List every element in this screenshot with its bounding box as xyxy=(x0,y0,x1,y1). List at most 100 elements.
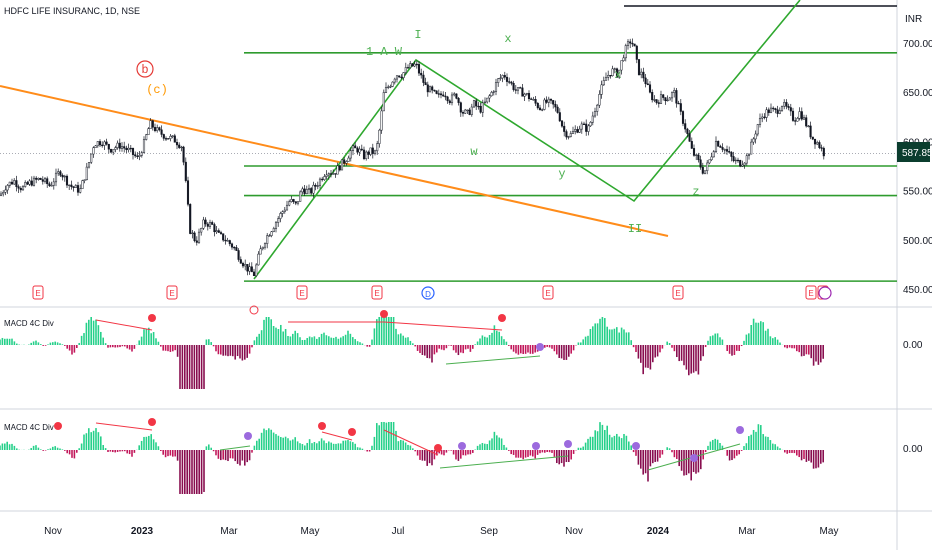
macd-pane-1-title: MACD 4C Div xyxy=(4,319,54,328)
candle-body xyxy=(235,247,238,251)
candle-body xyxy=(459,102,462,113)
candle-body xyxy=(626,41,630,46)
candle-body xyxy=(323,176,326,180)
x-tick-label-4: Jul xyxy=(392,526,405,537)
orange-trendline xyxy=(0,85,669,237)
candle-body xyxy=(354,145,357,149)
candle-body xyxy=(266,235,269,244)
candle-body xyxy=(241,263,245,267)
candle-body xyxy=(488,95,491,99)
candle-body xyxy=(816,142,819,145)
candle-body xyxy=(57,171,60,174)
candle-body xyxy=(50,185,53,187)
candle-body xyxy=(552,100,555,105)
candle-body xyxy=(109,148,113,153)
candle-body xyxy=(219,232,223,234)
wave-circle-0 xyxy=(136,60,154,78)
candle-body xyxy=(13,180,16,185)
candle-body xyxy=(151,120,154,128)
candle-body xyxy=(435,90,438,94)
y-tick-label-1: 650.00 xyxy=(903,88,932,99)
candle-body xyxy=(818,142,821,148)
candle-body xyxy=(114,147,117,150)
macd2-divergence-line xyxy=(95,422,153,431)
candle-body xyxy=(783,102,786,107)
candle-body xyxy=(752,138,755,143)
candle-body xyxy=(147,128,150,136)
low-marker xyxy=(249,305,259,315)
wave-label-7: y xyxy=(558,167,565,181)
candle-body xyxy=(85,166,88,180)
candle-body xyxy=(367,151,370,155)
candle-body xyxy=(325,174,328,177)
candle-body xyxy=(294,201,297,204)
candle-body xyxy=(697,154,700,161)
candle-body xyxy=(717,140,720,147)
candle-body xyxy=(679,103,682,112)
candle-body xyxy=(701,166,704,174)
earnings-marker-letter: E xyxy=(808,289,813,298)
candle-body xyxy=(747,153,751,156)
candle-body xyxy=(637,59,641,76)
candle-body xyxy=(257,253,260,266)
candle-body xyxy=(387,86,390,88)
candle-body xyxy=(609,74,612,77)
candle-body xyxy=(347,157,350,162)
candle-body xyxy=(197,231,201,243)
candle-body xyxy=(604,77,608,81)
candle-body xyxy=(270,231,273,236)
candle-body xyxy=(611,68,614,76)
candle-body xyxy=(48,183,51,186)
candle-body xyxy=(499,77,502,80)
candle-body xyxy=(813,138,817,145)
candle-body xyxy=(587,125,590,132)
macd-pane-1-zero: 0.00 xyxy=(903,340,923,351)
x-tick-label-9: May xyxy=(820,526,839,537)
candle-body xyxy=(32,177,36,186)
earnings-marker xyxy=(296,285,308,300)
candle-body xyxy=(479,106,482,113)
candle-body xyxy=(261,246,264,250)
candle-body xyxy=(659,94,663,104)
candle-body xyxy=(222,233,225,241)
candle-body xyxy=(543,99,546,110)
candle-body xyxy=(811,136,814,140)
y-tick-label-0: 700.00 xyxy=(903,39,932,50)
candle-body xyxy=(37,177,40,180)
candle-body xyxy=(719,146,722,148)
candle-body xyxy=(785,102,788,107)
candle-body xyxy=(340,159,344,171)
earnings-marker-letter: E xyxy=(35,289,40,298)
candle-body xyxy=(356,147,359,153)
candle-body xyxy=(593,111,597,117)
candle-body xyxy=(710,156,713,161)
wave-label-0: b xyxy=(141,63,148,77)
candle-body xyxy=(252,271,256,276)
macd1-div-dot xyxy=(498,314,506,322)
candle-body xyxy=(230,243,234,248)
candle-body xyxy=(312,184,315,194)
candle-body xyxy=(549,98,553,101)
candle-body xyxy=(233,246,236,249)
candle-body xyxy=(646,83,649,85)
candle-body xyxy=(389,86,392,88)
candle-body xyxy=(149,120,152,129)
candle-body xyxy=(512,82,515,90)
candle-body xyxy=(343,159,346,164)
candle-body xyxy=(684,123,687,130)
candle-body xyxy=(334,173,337,175)
candle-body xyxy=(558,112,561,122)
candle-body xyxy=(169,135,172,139)
macd2-divergence-line xyxy=(321,431,353,441)
candle-body xyxy=(769,107,773,113)
candle-body xyxy=(666,99,669,102)
candle-body xyxy=(563,125,566,132)
candle-body xyxy=(182,146,185,163)
candle-body xyxy=(822,147,825,157)
candle-body xyxy=(439,93,443,96)
currency-label: INR xyxy=(905,14,922,25)
candle-body xyxy=(778,110,781,114)
candle-body xyxy=(448,100,451,104)
